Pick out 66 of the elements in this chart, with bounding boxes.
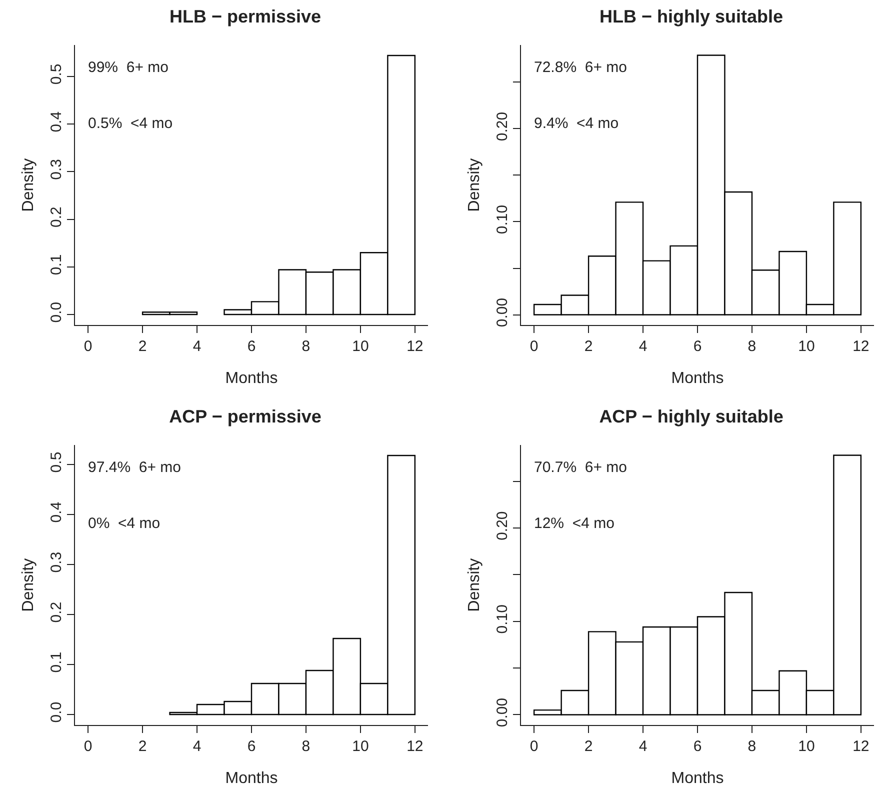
y-tick-label: 0.0	[48, 302, 65, 323]
x-tick-label: 4	[192, 338, 202, 355]
y-tick-label: 0.3	[48, 552, 65, 573]
annotation: 99% 6+ mo	[88, 59, 168, 76]
annotation: 9.4% <4 mo	[534, 115, 619, 132]
x-tick-label: 12	[852, 738, 870, 755]
y-tick-label: 0.4	[48, 111, 65, 132]
x-tick-label: 0	[84, 738, 92, 755]
y-axis-title: Density	[466, 158, 483, 212]
y-tick-label: 0.1	[48, 254, 65, 276]
y-tick-label: 0.10	[494, 204, 511, 234]
y-axis-title: Density	[466, 558, 483, 612]
annotation: 72.8% 6+ mo	[534, 59, 627, 76]
y-tick-label: 0.00	[494, 698, 511, 728]
y-tick-label: 0.2	[48, 602, 65, 623]
x-tick-label: 0	[530, 338, 538, 355]
x-tick-label: 8	[302, 338, 310, 355]
y-tick-label: 0.3	[48, 158, 65, 180]
x-tick-label: 8	[748, 738, 756, 755]
y-tick-label: 0.0	[48, 702, 65, 723]
x-tick-label: 2	[584, 738, 593, 755]
x-tick-label: 12	[852, 338, 870, 355]
x-tick-label: 6	[247, 738, 256, 755]
x-axis-title: Months	[671, 770, 724, 787]
x-tick-label: 4	[192, 738, 202, 755]
x-tick-label: 0	[530, 738, 538, 755]
chart-title: HLB − permissive	[170, 6, 322, 27]
x-tick-label: 10	[798, 338, 815, 355]
x-tick-label: 4	[638, 338, 648, 355]
y-tick-label: 0.1	[48, 652, 65, 673]
x-axis-title: Months	[671, 370, 724, 387]
x-tick-label: 8	[748, 338, 756, 355]
x-tick-label: 12	[406, 338, 424, 355]
x-tick-label: 2	[584, 338, 593, 355]
chart-title: HLB − highly suitable	[600, 6, 784, 27]
chart-title: ACP − permissive	[169, 406, 322, 427]
x-tick-label: 6	[247, 338, 256, 355]
y-axis-title: Density	[20, 558, 37, 612]
y-tick-label: 0.00	[494, 298, 511, 328]
x-tick-label: 10	[352, 738, 369, 755]
x-tick-label: 6	[693, 338, 702, 355]
x-tick-label: 6	[693, 738, 702, 755]
y-tick-label: 0.4	[48, 502, 65, 523]
x-tick-label: 4	[638, 738, 648, 755]
y-tick-label: 0.20	[494, 112, 511, 142]
x-tick-label: 10	[352, 338, 369, 355]
annotation: 0% <4 mo	[88, 515, 160, 532]
x-tick-label: 0	[84, 338, 92, 355]
x-tick-label: 2	[138, 338, 147, 355]
y-tick-label: 0.5	[48, 452, 65, 473]
annotation: 12% <4 mo	[534, 515, 614, 532]
chart-title: ACP − highly suitable	[599, 406, 784, 427]
x-tick-label: 8	[302, 738, 310, 755]
x-tick-label: 12	[406, 738, 424, 755]
x-axis-title: Months	[225, 770, 278, 787]
annotation: 97.4% 6+ mo	[88, 459, 181, 476]
x-tick-label: 2	[138, 738, 147, 755]
y-tick-label: 0.10	[494, 604, 511, 634]
x-tick-label: 10	[798, 738, 815, 755]
y-tick-label: 0.5	[48, 64, 65, 85]
annotation: 70.7% 6+ mo	[534, 459, 627, 476]
annotation: 0.5% <4 mo	[88, 115, 173, 132]
y-tick-label: 0.20	[494, 511, 511, 540]
y-tick-label: 0.2	[48, 206, 65, 228]
y-axis-title: Density	[20, 158, 37, 212]
x-axis-title: Months	[225, 370, 278, 387]
